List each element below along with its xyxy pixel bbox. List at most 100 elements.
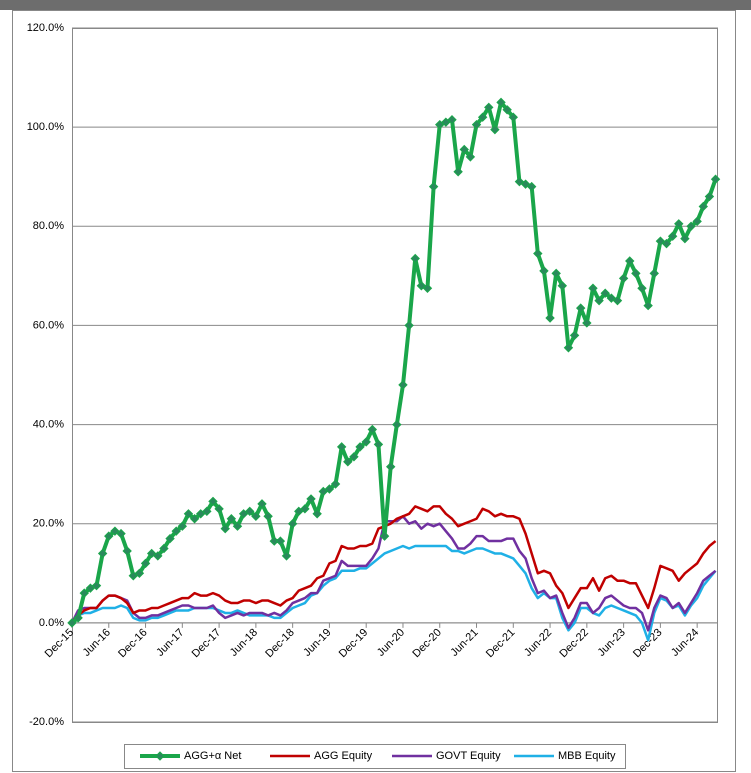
point-marker [287, 519, 298, 529]
point-marker [563, 343, 574, 353]
legend-marker [155, 751, 165, 761]
point-marker [398, 380, 408, 390]
point-marker [140, 558, 151, 569]
chart-frame [12, 10, 736, 772]
point-marker [226, 514, 237, 524]
point-marker [649, 268, 659, 279]
point-marker [257, 499, 267, 509]
point-marker [410, 253, 420, 264]
point-marker [569, 330, 580, 341]
point-marker [349, 452, 359, 462]
point-marker [159, 543, 169, 554]
point-marker [104, 531, 114, 541]
point-marker [576, 303, 586, 313]
point-marker [208, 496, 218, 507]
point-marker [618, 273, 629, 284]
y-tick-label: 20.0% [33, 518, 64, 530]
header-bar [0, 0, 751, 10]
point-marker [220, 523, 230, 534]
point-marker [404, 320, 414, 331]
series-line [70, 100, 718, 625]
point-marker [502, 105, 512, 115]
point-marker [680, 233, 690, 244]
point-marker [183, 509, 194, 519]
point-marker [557, 281, 568, 291]
series-line [71, 544, 717, 642]
point-marker [465, 152, 476, 162]
point-marker [698, 201, 708, 212]
point-marker [484, 102, 494, 113]
point-marker [122, 546, 132, 556]
point-marker [73, 613, 83, 623]
y-tick-label: 120.0% [27, 22, 65, 34]
y-tick-label: 60.0% [33, 319, 64, 331]
point-marker [600, 288, 610, 298]
point-marker [637, 283, 647, 293]
point-marker [355, 442, 365, 452]
point-marker [263, 511, 273, 521]
point-marker [551, 268, 561, 279]
point-marker [177, 521, 188, 531]
point-marker [545, 313, 555, 323]
point-marker [588, 283, 598, 293]
point-marker [392, 419, 402, 430]
point-marker [661, 238, 672, 249]
point-marker [361, 437, 371, 447]
point-marker [312, 509, 322, 519]
point-marker [214, 504, 224, 514]
point-marker [692, 216, 702, 227]
point-marker [477, 112, 488, 122]
point-marker [330, 479, 341, 489]
point-marker [643, 300, 653, 311]
legend-label: AGG Equity [314, 750, 373, 762]
y-tick-label: -20.0% [29, 716, 64, 728]
point-marker [367, 424, 378, 435]
point-marker [533, 248, 543, 259]
point-marker [710, 174, 721, 184]
legend-label: GOVT Equity [436, 750, 501, 762]
point-marker [526, 181, 537, 192]
point-marker [275, 536, 286, 546]
point-marker [134, 568, 145, 578]
point-marker [300, 504, 310, 514]
point-marker [269, 536, 279, 546]
point-marker [496, 97, 506, 108]
point-marker [612, 295, 623, 306]
point-marker [453, 167, 463, 177]
point-marker [281, 551, 292, 561]
point-marker [116, 528, 126, 539]
y-tick-label: 0.0% [39, 617, 64, 629]
point-marker [625, 256, 635, 266]
y-tick-label: 80.0% [33, 220, 64, 232]
point-marker [674, 219, 684, 229]
point-marker [165, 533, 175, 544]
point-marker [189, 514, 200, 524]
point-marker [379, 531, 390, 541]
point-marker [594, 295, 604, 306]
point-marker [447, 115, 457, 125]
point-marker [97, 548, 108, 559]
legend-label: AGG+α Net [184, 750, 241, 762]
legend-label: MBB Equity [558, 750, 616, 762]
y-tick-label: 40.0% [33, 418, 64, 430]
point-marker [171, 526, 181, 536]
point-marker [202, 506, 212, 517]
point-marker [343, 457, 353, 467]
point-marker [79, 588, 89, 598]
point-marker [373, 439, 384, 450]
point-marker [686, 221, 696, 231]
point-marker [67, 618, 77, 628]
point-marker [422, 283, 433, 293]
point-marker [667, 231, 678, 241]
point-marker [428, 181, 439, 192]
point-marker [508, 112, 518, 122]
point-marker [539, 266, 549, 276]
point-marker [336, 442, 347, 452]
point-marker [306, 494, 316, 504]
point-marker [153, 551, 163, 561]
point-marker [245, 506, 255, 517]
point-marker [582, 318, 592, 328]
point-marker [232, 521, 243, 531]
